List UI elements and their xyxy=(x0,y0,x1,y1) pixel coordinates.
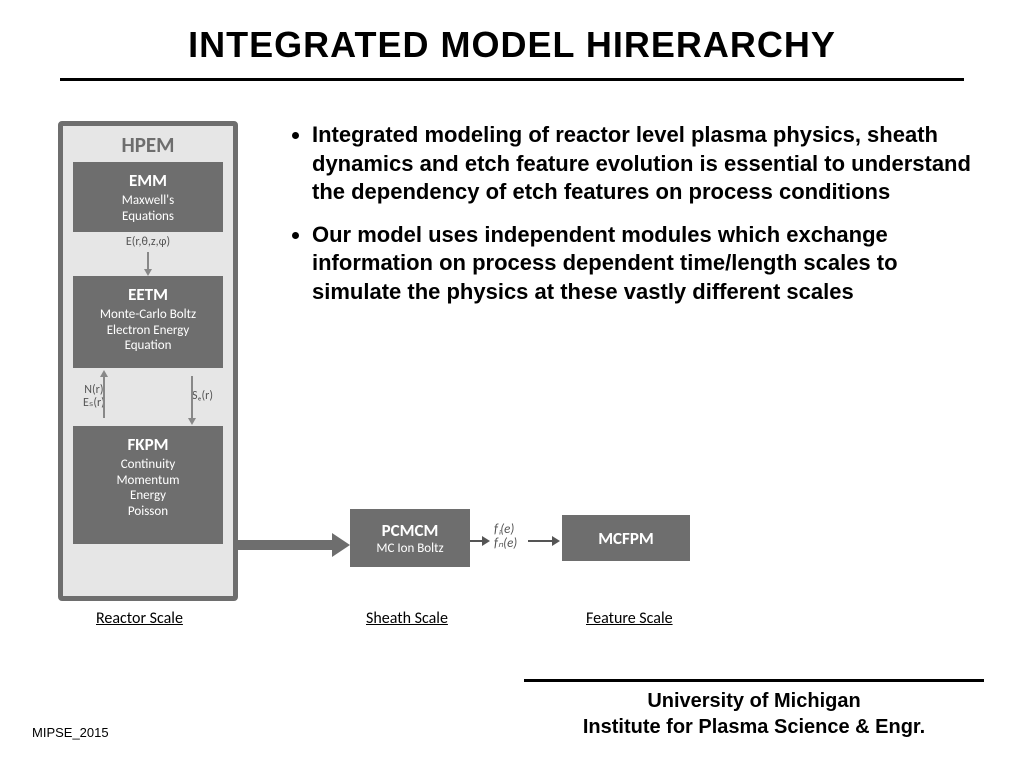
module-mcfpm: MCFPM xyxy=(562,515,690,561)
scale-sheath: Sheath Scale xyxy=(366,609,448,628)
hpem-label: HPEM xyxy=(121,132,174,158)
module-emm: EMM Maxwell's Equations xyxy=(73,162,223,232)
module-pcmcm-name: PCMCM xyxy=(350,520,470,541)
module-eetm: EETM Monte-Carlo Boltz Electron Energy E… xyxy=(73,276,223,368)
flow-label: fᵢ(e) fₙ(e) xyxy=(494,523,517,552)
module-fkpm: FKPM Continuity Momentum Energy Poisson xyxy=(73,426,223,544)
page-title: INTEGRATED MODEL HIRERARCHY xyxy=(0,0,1024,66)
module-emm-desc: Maxwell's Equations xyxy=(79,193,217,224)
footer-line1: University of Michigan xyxy=(524,688,984,714)
link1-label: E(r,θ,z,φ) xyxy=(126,236,170,249)
footer-line2: Institute for Plasma Science & Engr. xyxy=(524,714,984,740)
module-eetm-desc: Monte-Carlo Boltz Electron Energy Equati… xyxy=(79,307,217,354)
module-mcfpm-name: MCFPM xyxy=(562,528,690,549)
module-fkpm-name: FKPM xyxy=(79,434,217,455)
module-eetm-name: EETM xyxy=(79,284,217,305)
arrow-pcmcm-mcfpm-1 xyxy=(470,536,490,546)
link2-right-label: Sₑ(r) xyxy=(192,390,213,403)
link2-left-label: N(r) Eₛ(r) xyxy=(83,384,105,410)
link-eetm-fkpm: N(r) Eₛ(r) Sₑ(r) xyxy=(73,368,223,426)
link-emm-eetm: E(r,θ,z,φ) xyxy=(73,232,223,276)
module-pcmcm: PCMCM MC Ion Boltz xyxy=(350,509,470,567)
footer-divider xyxy=(524,679,984,682)
scale-feature: Feature Scale xyxy=(586,609,673,628)
footer-left-tag: MIPSE_2015 xyxy=(32,725,109,740)
module-emm-name: EMM xyxy=(79,170,217,191)
arrow-fkpm-pcmcm xyxy=(238,533,350,557)
module-pcmcm-desc: MC Ion Boltz xyxy=(350,541,470,556)
bullet-list: Integrated modeling of reactor level pla… xyxy=(284,121,984,321)
footer-affiliation: University of Michigan Institute for Pla… xyxy=(524,688,984,740)
bullet-2: Our model uses independent modules which… xyxy=(312,221,984,307)
scale-reactor: Reactor Scale xyxy=(96,609,183,628)
content-area: HPEM EMM Maxwell's Equations E(r,θ,z,φ) … xyxy=(0,81,1024,681)
bullet-1: Integrated modeling of reactor level pla… xyxy=(312,121,984,207)
module-fkpm-desc: Continuity Momentum Energy Poisson xyxy=(79,457,217,519)
hpem-container: HPEM EMM Maxwell's Equations E(r,θ,z,φ) … xyxy=(58,121,238,601)
arrow-pcmcm-mcfpm-2 xyxy=(528,536,560,546)
